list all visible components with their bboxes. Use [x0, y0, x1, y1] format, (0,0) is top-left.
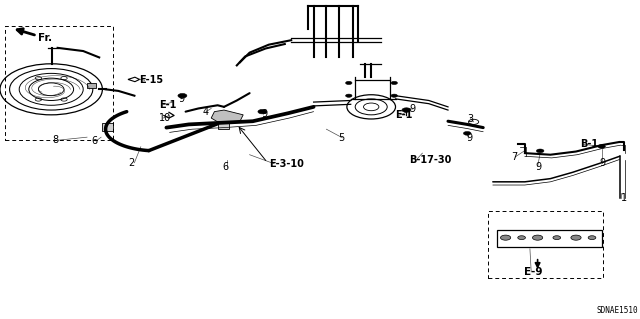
Circle shape [178, 93, 187, 98]
Bar [488, 211, 603, 278]
Text: 6: 6 [223, 161, 229, 172]
Circle shape [346, 81, 352, 85]
Text: 7: 7 [511, 152, 517, 162]
Text: E-3-10: E-3-10 [269, 159, 303, 169]
Text: B-17-30: B-17-30 [410, 155, 452, 165]
Circle shape [391, 81, 397, 85]
Circle shape [500, 235, 511, 240]
Text: SDNAE1510: SDNAE1510 [596, 306, 638, 315]
Bar [5, 26, 113, 140]
Circle shape [391, 94, 397, 97]
Text: 9: 9 [466, 133, 472, 143]
Text: 8: 8 [52, 135, 59, 145]
Text: 9: 9 [178, 94, 184, 104]
Circle shape [346, 94, 352, 97]
Text: E-1: E-1 [159, 100, 176, 110]
Circle shape [258, 109, 267, 114]
Bar [218, 120, 229, 129]
Polygon shape [211, 110, 243, 122]
Circle shape [532, 235, 543, 240]
Text: 10: 10 [159, 113, 171, 123]
Text: 1: 1 [621, 193, 627, 204]
Bar [102, 123, 113, 131]
Text: 9: 9 [410, 104, 416, 114]
Text: 4: 4 [202, 107, 209, 117]
Circle shape [571, 235, 581, 240]
Circle shape [518, 236, 525, 240]
Text: 9: 9 [261, 109, 268, 119]
Text: 2: 2 [128, 158, 134, 168]
Text: E-9: E-9 [524, 267, 542, 277]
Text: E-15: E-15 [140, 75, 164, 85]
Text: 9: 9 [535, 161, 541, 172]
Circle shape [553, 236, 561, 240]
Bar [497, 230, 602, 247]
Text: 3: 3 [467, 114, 474, 124]
Text: 5: 5 [338, 133, 344, 143]
Text: 9: 9 [599, 158, 605, 168]
Text: 6: 6 [92, 136, 98, 146]
Text: E-1: E-1 [396, 110, 413, 121]
Circle shape [588, 236, 596, 240]
Circle shape [598, 145, 605, 148]
Circle shape [402, 108, 411, 112]
Circle shape [536, 149, 544, 153]
Text: Fr.: Fr. [38, 33, 52, 43]
Circle shape [463, 131, 471, 135]
Text: B-1: B-1 [580, 139, 598, 149]
Bar [87, 83, 96, 88]
